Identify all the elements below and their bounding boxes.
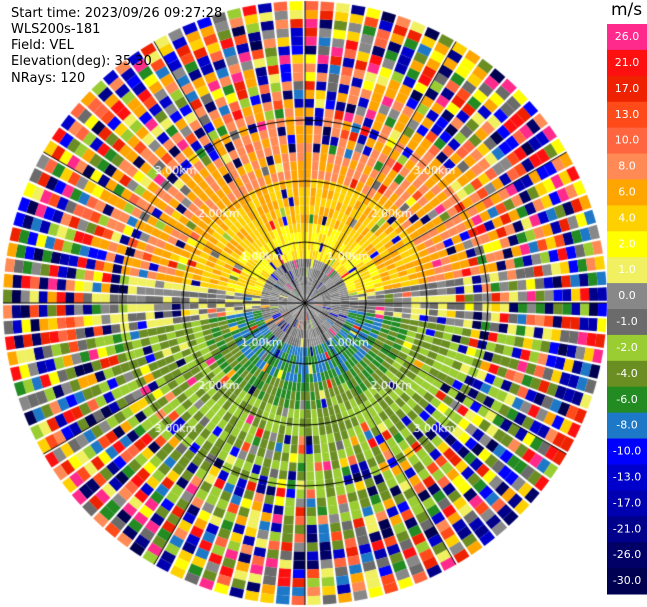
colorbar-swatch bbox=[607, 386, 647, 414]
colorbar: 26.0 21.0 17.0 13.0 10.0 8.0 6.0 4.0 2.0 1.0 0.0 -1… bbox=[607, 24, 647, 595]
colorbar-swatch bbox=[607, 127, 647, 155]
colorbar-tick-label: -26.0 bbox=[613, 548, 641, 561]
colorbar-swatch bbox=[607, 516, 647, 543]
colorbar-tick-label: -4.0 bbox=[616, 367, 637, 380]
elevation-label: Elevation(deg): 35.30 bbox=[11, 54, 152, 69]
colorbar-swatch bbox=[607, 283, 647, 310]
colorbar-swatch bbox=[607, 490, 647, 517]
colorbar-tick-label: -21.0 bbox=[613, 522, 641, 535]
colorbar-swatch bbox=[607, 75, 647, 103]
colorbar-swatch bbox=[607, 464, 647, 491]
field-label: Field: VEL bbox=[11, 38, 74, 53]
colorbar-swatch bbox=[607, 179, 647, 206]
colorbar-swatch bbox=[607, 101, 647, 129]
colorbar-swatch bbox=[607, 49, 647, 77]
colorbar-swatch bbox=[607, 568, 647, 595]
colorbar-tick-label: -30.0 bbox=[613, 574, 641, 587]
colorbar-tick-label: -17.0 bbox=[613, 496, 641, 509]
colorbar-tick-label: 8.0 bbox=[618, 160, 636, 173]
instrument-label: WLS200s-181 bbox=[11, 22, 101, 37]
colorbar-swatch bbox=[607, 309, 647, 336]
colorbar-swatch bbox=[607, 205, 647, 232]
colorbar-tick-label: 21.0 bbox=[615, 56, 640, 69]
colorbar-swatch bbox=[607, 231, 647, 258]
colorbar-tick-label: -13.0 bbox=[613, 471, 641, 484]
colorbar-swatch bbox=[607, 542, 647, 569]
colorbar-tick-label: 2.0 bbox=[618, 237, 636, 250]
colorbar-tick-label: -10.0 bbox=[613, 445, 641, 458]
colorbar-swatch bbox=[607, 153, 647, 180]
nrays-label: NRays: 120 bbox=[11, 71, 86, 86]
colorbar-unit: m/s bbox=[611, 0, 643, 20]
colorbar-tick-label: -8.0 bbox=[616, 419, 637, 432]
colorbar-tick-label: 17.0 bbox=[615, 82, 640, 95]
colorbar-tick-label: 26.0 bbox=[615, 30, 640, 43]
colorbar-tick-label: -2.0 bbox=[616, 341, 637, 354]
colorbar-swatch bbox=[607, 438, 647, 465]
colorbar-tick-label: -1.0 bbox=[616, 315, 637, 328]
colorbar-swatch bbox=[607, 24, 647, 51]
colorbar-tick-label: 0.0 bbox=[618, 289, 636, 302]
colorbar-tick-label: 4.0 bbox=[618, 211, 636, 224]
colorbar-tick-label: -6.0 bbox=[616, 393, 637, 406]
radar-ppi-plot bbox=[0, 0, 610, 607]
colorbar-swatch bbox=[607, 360, 647, 388]
colorbar-tick-label: 6.0 bbox=[618, 186, 636, 199]
colorbar-tick-label: 13.0 bbox=[615, 108, 640, 121]
colorbar-swatch bbox=[607, 334, 647, 362]
colorbar-swatch bbox=[607, 412, 647, 440]
colorbar-tick-label: 1.0 bbox=[618, 263, 636, 276]
start-time-label: Start time: 2023/09/26 09:27:28 bbox=[11, 6, 223, 21]
colorbar-swatch bbox=[607, 257, 647, 284]
colorbar-tick-label: 10.0 bbox=[615, 134, 640, 147]
